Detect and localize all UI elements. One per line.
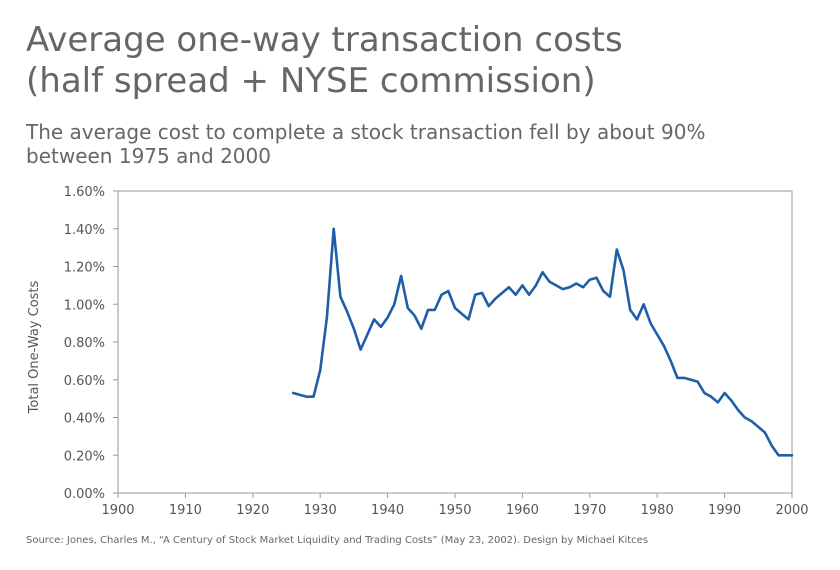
y-tick-label: 1.40%	[64, 223, 105, 238]
x-tick-label: 1910	[169, 503, 202, 518]
chart-subtitle-line-1: The average cost to complete a stock tra…	[26, 120, 706, 144]
x-tick-label: 1980	[641, 503, 674, 518]
chart-subtitle: The average cost to complete a stock tra…	[26, 120, 816, 168]
chart-title-line-2: (half spread + NYSE commission)	[26, 61, 596, 101]
y-tick-label: 0.60%	[64, 374, 105, 389]
x-axis-ticks: 1900 1910 1920 1930 1940 1950 1960 1970 1980 1990…	[101, 493, 809, 518]
chart-subtitle-line-2: between 1975 and 2000	[26, 144, 271, 168]
y-tick-label: 0.00%	[64, 487, 105, 502]
y-tick-label: 0.20%	[64, 449, 105, 464]
x-tick-label: 1970	[573, 503, 606, 518]
x-tick-label: 2000	[775, 503, 808, 518]
x-tick-label: 1950	[438, 503, 471, 518]
chart-title-line-1: Average one-way transaction costs	[26, 20, 623, 60]
chart-title: Average one-way transaction costs (half …	[26, 20, 816, 102]
y-axis-title: Total One-Way Costs	[27, 280, 42, 414]
x-tick-label: 1990	[708, 503, 741, 518]
x-tick-label: 1960	[506, 503, 539, 518]
x-tick-label: 1920	[236, 503, 269, 518]
y-tick-label: 0.40%	[64, 412, 105, 427]
x-tick-label: 1930	[304, 503, 337, 518]
y-tick-label: 1.60%	[64, 185, 105, 200]
y-tick-label: 0.80%	[64, 336, 105, 351]
y-tick-label: 1.00%	[64, 298, 105, 313]
y-axis-ticks: 0.00% 0.20% 0.40% 0.60% 0.80% 1.00% 1.20% 1.40%…	[64, 185, 118, 502]
source-note: Source: Jones, Charles M., “A Century of…	[26, 535, 649, 546]
plot-area-frame	[117, 190, 793, 494]
y-tick-label: 1.20%	[64, 261, 105, 276]
x-tick-label: 1940	[371, 503, 404, 518]
series-layer	[291, 227, 794, 457]
series-line	[291, 227, 794, 457]
x-tick-label: 1900	[101, 503, 134, 518]
